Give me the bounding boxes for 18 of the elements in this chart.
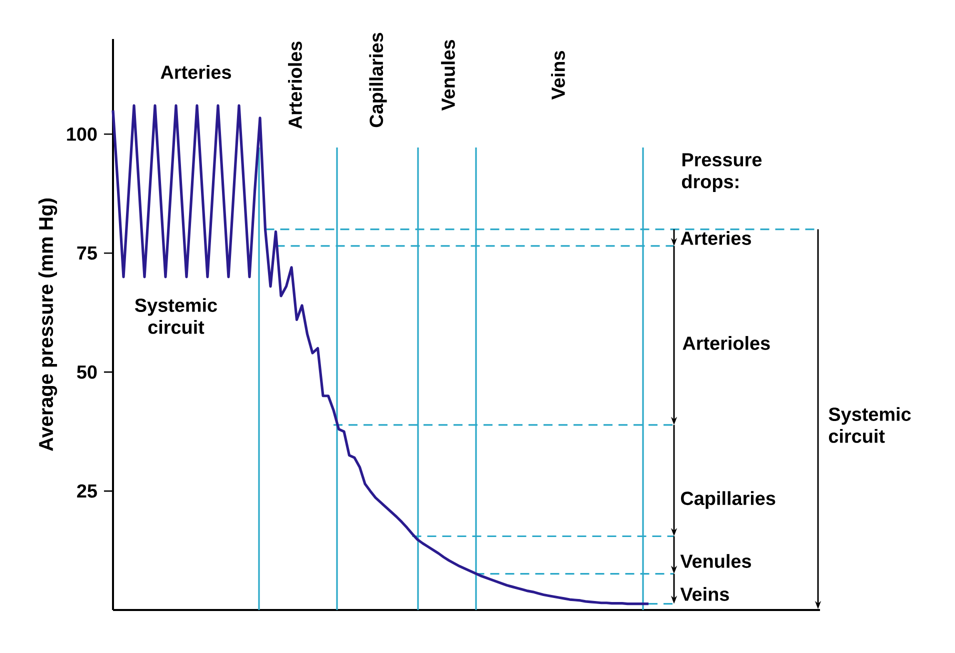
annotation: Venules bbox=[441, 40, 455, 111]
annotation: Capillaries bbox=[369, 32, 387, 128]
y-tick-label: 25 bbox=[77, 484, 97, 498]
annotation: Arteries bbox=[160, 65, 231, 79]
annotation: Arterioles bbox=[288, 42, 302, 129]
text: Arterioles bbox=[682, 336, 770, 350]
text: Systemic circuit bbox=[828, 407, 911, 443]
text: Venules bbox=[680, 554, 751, 568]
annotation: Veins bbox=[551, 51, 565, 100]
y-axis-title: Average pressure (mm Hg) bbox=[38, 198, 58, 451]
annotation: Systemic circuit bbox=[134, 298, 217, 334]
text: Veins bbox=[680, 587, 729, 601]
y-tick-label: 75 bbox=[77, 246, 97, 260]
text: Arteries bbox=[680, 231, 751, 245]
y-tick-label: 100 bbox=[67, 127, 97, 141]
text: Pressure drops: bbox=[682, 153, 762, 192]
y-tick-label: 50 bbox=[77, 365, 97, 379]
text: Capillaries bbox=[680, 491, 776, 509]
